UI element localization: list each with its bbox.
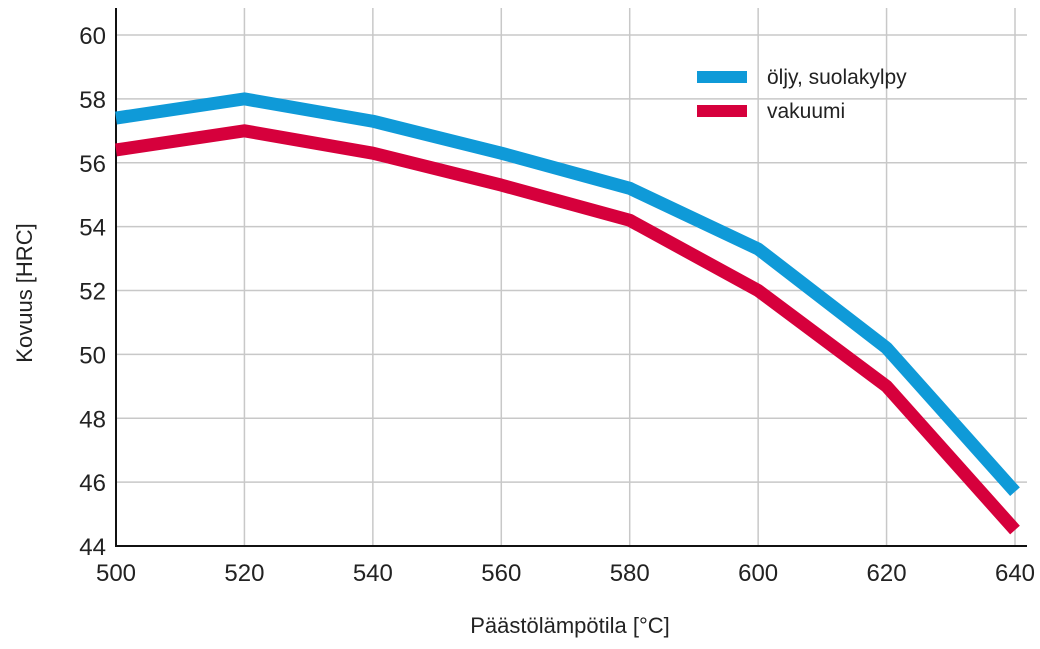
y-tick-label: 46 [79,470,106,497]
y-tick-label: 54 [79,215,106,242]
legend-label: vakuumi [767,100,845,123]
legend: öljy, suolakylpy vakuumi [697,66,907,123]
y-tick-label: 56 [79,151,106,178]
tick-labels: 500 520 540 560 580 600 620 640 44 46 48 50 52 54 56 58… [79,23,1035,587]
y-tick-label: 50 [79,342,106,369]
grid [116,8,1027,546]
x-tick-label: 600 [738,560,778,587]
x-tick-label: 580 [610,560,650,587]
axes [115,8,1027,547]
series-lines [115,92,1020,535]
y-tick-label: 58 [79,87,106,114]
x-tick-label: 560 [481,560,521,587]
x-tick-label: 500 [96,560,136,587]
x-tick-label: 640 [995,560,1035,587]
series-line [115,124,1020,535]
x-tick-label: 620 [867,560,907,587]
legend-label: öljy, suolakylpy [767,66,907,89]
x-tick-label: 540 [353,560,393,587]
x-tick-label: 520 [224,560,264,587]
series-line [115,92,1020,497]
y-axis-title: Kovuus [HRC] [12,223,37,362]
y-tick-label: 44 [79,534,106,561]
x-axis-title: Päästölämpötila [°C] [470,613,670,638]
y-tick-label: 52 [79,279,106,306]
y-tick-label: 60 [79,23,106,50]
y-tick-label: 48 [79,406,106,433]
